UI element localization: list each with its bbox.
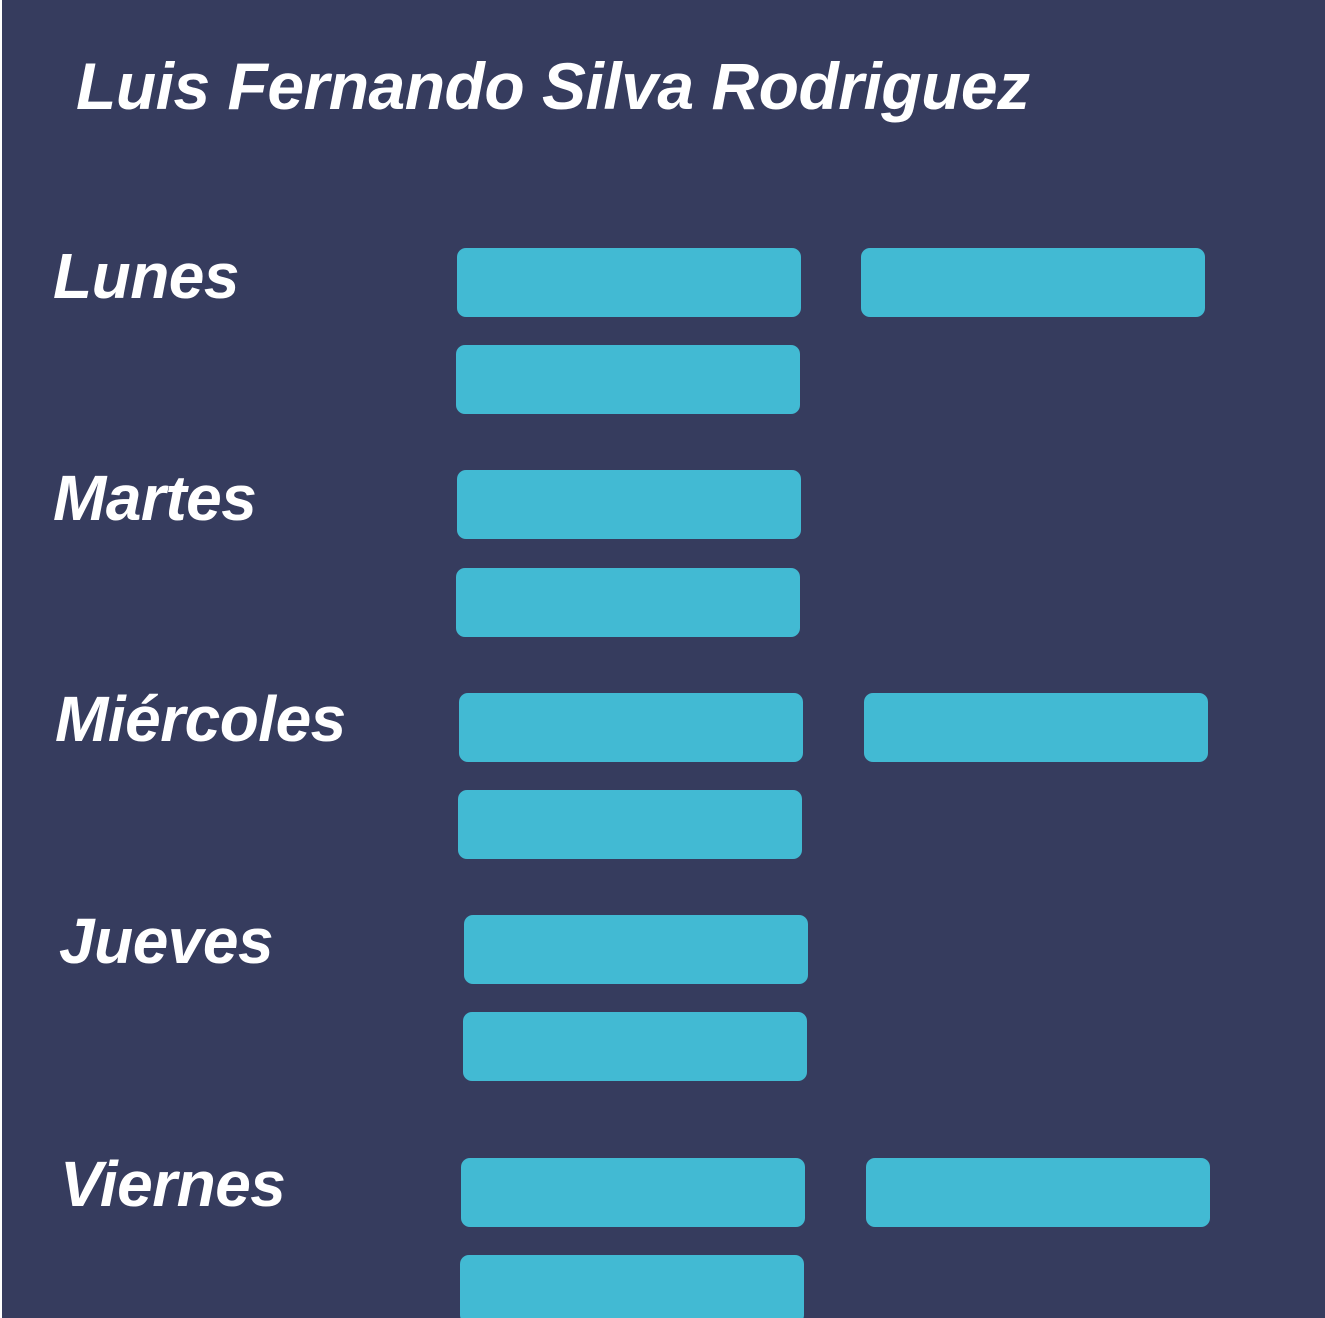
slot-miercoles-3[interactable] — [458, 790, 802, 859]
day-label-miercoles: Miércoles — [55, 683, 346, 755]
slot-jueves-2[interactable] — [463, 1012, 807, 1081]
slot-miercoles-1[interactable] — [459, 693, 803, 762]
slot-martes-1[interactable] — [457, 470, 801, 539]
slot-lunes-2[interactable] — [861, 248, 1205, 317]
day-label-viernes: Viernes — [60, 1148, 286, 1220]
day-label-jueves: Jueves — [59, 905, 274, 977]
day-label-martes: Martes — [53, 462, 257, 534]
slot-viernes-3[interactable] — [460, 1255, 804, 1318]
person-name: Luis Fernando Silva Rodriguez — [76, 49, 1030, 123]
slot-miercoles-2[interactable] — [864, 693, 1208, 762]
slot-lunes-3[interactable] — [456, 345, 800, 414]
slot-martes-2[interactable] — [456, 568, 800, 637]
slot-viernes-2[interactable] — [866, 1158, 1210, 1227]
day-label-lunes: Lunes — [53, 240, 239, 312]
slot-jueves-1[interactable] — [464, 915, 808, 984]
slot-viernes-1[interactable] — [461, 1158, 805, 1227]
slot-lunes-1[interactable] — [457, 248, 801, 317]
